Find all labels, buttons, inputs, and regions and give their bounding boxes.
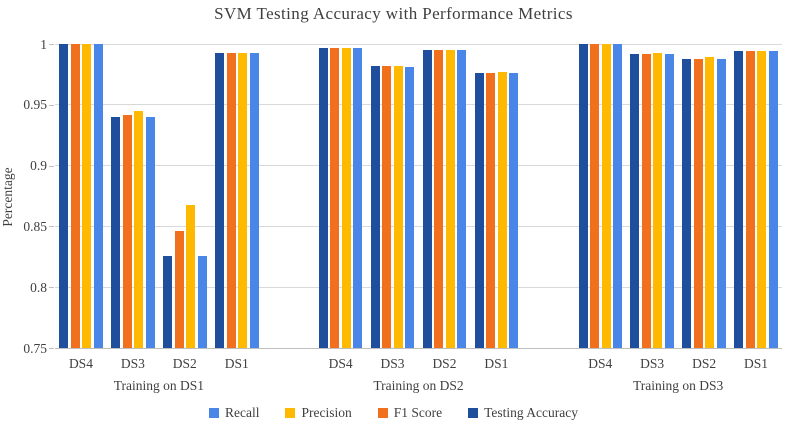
bar-testing-accuracy: [318, 47, 328, 348]
plot-area: [55, 43, 782, 349]
legend: Recall Precision F1 Score Testing Accuracy: [0, 405, 787, 421]
bar-f1-score: [693, 58, 703, 348]
legend-item: F1 Score: [377, 405, 443, 421]
gridline: [55, 165, 782, 167]
legend-label: F1 Score: [393, 405, 443, 420]
bar-precision: [82, 44, 92, 348]
bar-precision: [341, 47, 351, 348]
y-tick-mark: [49, 165, 54, 167]
y-tick-mark: [49, 104, 54, 106]
group-label: Training on DS2: [373, 378, 464, 393]
category-label: DS1: [744, 356, 769, 371]
bar-recall: [249, 52, 259, 348]
bar-f1-score: [590, 44, 599, 348]
y-tick-label: 0.95: [23, 97, 47, 113]
category-label: DS3: [120, 356, 145, 371]
gridline: [55, 225, 782, 227]
bar-recall: [353, 47, 363, 348]
legend-swatch-icon: [468, 408, 479, 418]
bar-testing-accuracy: [215, 52, 224, 348]
bar-testing-accuracy: [474, 73, 484, 348]
bar-recall: [197, 255, 207, 348]
bar-recall: [613, 44, 622, 348]
bar-precision: [445, 50, 455, 348]
legend-label: Testing Accuracy: [484, 405, 578, 420]
category-label: DS3: [380, 356, 405, 371]
bar-testing-accuracy: [734, 51, 744, 348]
bar-f1-score: [226, 52, 236, 348]
bar-precision: [757, 51, 767, 348]
gridline: [55, 43, 782, 45]
legend-item: Recall: [208, 405, 260, 421]
y-tick-label: 0.75: [23, 340, 47, 356]
bar-f1-score: [122, 114, 132, 348]
bar-testing-accuracy: [578, 44, 588, 348]
category-label: DS2: [172, 356, 197, 371]
legend-item: Testing Accuracy: [468, 405, 578, 421]
bar-f1-score: [330, 47, 340, 348]
bar-precision: [497, 71, 507, 348]
category-label: DS1: [224, 356, 249, 371]
y-tick-mark: [49, 44, 54, 45]
bar-f1-score: [486, 73, 496, 348]
category-label: DS2: [692, 356, 717, 371]
bar-testing-accuracy: [111, 116, 121, 348]
gridline: [55, 347, 782, 349]
y-axis-title: Percentage: [0, 167, 15, 227]
category-label: DS3: [640, 356, 665, 371]
category-label: DS4: [588, 356, 613, 371]
group-label: Training on DS3: [633, 378, 724, 393]
bar-precision: [186, 204, 196, 348]
bar-recall: [145, 116, 155, 348]
bar-testing-accuracy: [163, 255, 173, 348]
bar-f1-score: [641, 53, 651, 348]
legend-swatch-icon: [208, 408, 219, 418]
bar-recall: [768, 51, 778, 348]
bar-testing-accuracy: [682, 58, 692, 348]
bar-recall: [93, 44, 103, 348]
legend-swatch-icon: [377, 408, 388, 418]
y-tick-label: 0.9: [30, 158, 47, 174]
bar-precision: [705, 57, 715, 348]
bar-recall: [457, 50, 467, 348]
bar-f1-score: [434, 50, 444, 348]
bar-recall: [716, 58, 726, 348]
y-tick-label: 1: [40, 36, 47, 52]
category-label: DS1: [484, 356, 509, 371]
bar-precision: [238, 52, 247, 348]
y-tick-label: 0.85: [23, 218, 47, 234]
bar-recall: [664, 53, 674, 348]
bar-f1-score: [382, 65, 392, 348]
bar-precision: [393, 65, 403, 348]
y-tick-mark: [49, 226, 54, 228]
legend-item: Precision: [285, 405, 352, 421]
bar-f1-score: [174, 231, 184, 348]
y-tick-mark: [49, 348, 54, 349]
chart-title: SVM Testing Accuracy with Performance Me…: [214, 4, 573, 23]
gridline: [55, 286, 782, 288]
bar-testing-accuracy: [370, 65, 380, 348]
bar-recall: [405, 67, 415, 348]
legend-swatch-icon: [285, 408, 296, 418]
group-label: Training on DS1: [113, 378, 204, 393]
legend-label: Precision: [301, 405, 352, 420]
bar-precision: [653, 52, 663, 348]
bar-testing-accuracy: [630, 53, 640, 348]
category-label: DS4: [68, 356, 93, 371]
bar-precision: [601, 44, 611, 348]
bar-testing-accuracy: [422, 50, 432, 348]
y-tick-mark: [49, 287, 54, 289]
gridline: [55, 104, 782, 106]
bar-f1-score: [70, 44, 80, 348]
category-label: DS4: [328, 356, 353, 371]
bar-testing-accuracy: [59, 44, 69, 348]
y-tick-label: 0.8: [30, 279, 47, 295]
legend-label: Recall: [224, 405, 260, 420]
bar-f1-score: [745, 51, 755, 348]
bar-precision: [134, 110, 144, 348]
bar-recall: [509, 73, 519, 348]
category-label: DS2: [432, 356, 457, 371]
